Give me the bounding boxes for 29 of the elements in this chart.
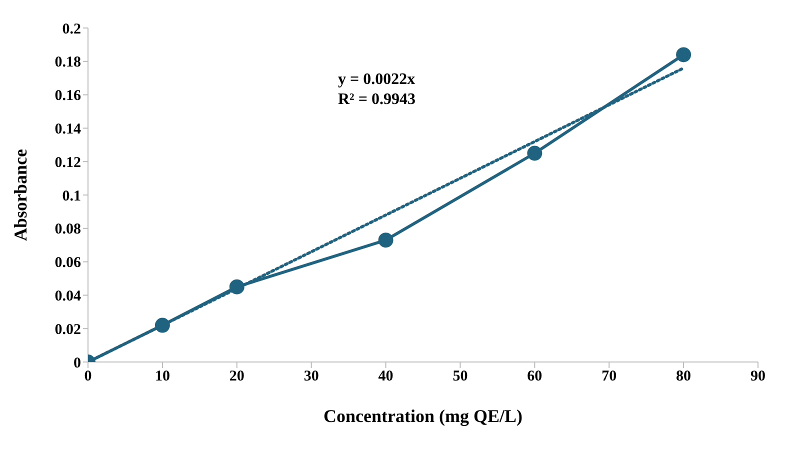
y-tick-label: 0.08: [54, 222, 81, 238]
point: [154, 318, 170, 333]
y-tick-label: 0.2: [62, 21, 81, 38]
y-tick-label: 0.18: [54, 54, 81, 71]
x-tick-label: 90: [750, 368, 766, 385]
x-tick-label: 40: [378, 368, 394, 385]
y-tick-label: 0.16: [54, 88, 82, 104]
point: [676, 47, 692, 62]
x-axis-title: Concentration (mg QE/L): [324, 406, 522, 426]
y-tick-label: 0.12: [54, 154, 81, 171]
point: [378, 232, 394, 248]
x-tick-label: 20: [229, 368, 244, 385]
x-tick-label: 80: [676, 368, 692, 385]
x-tick-label: 50: [452, 368, 468, 385]
y-tick-label: 0.02: [54, 322, 81, 338]
x-tick-label: 10: [154, 368, 170, 385]
x-tick-label: 0: [84, 368, 92, 385]
y-axis-title: Absorbance: [10, 148, 30, 242]
point: [527, 146, 542, 161]
point: [229, 279, 244, 294]
y-tick-label: 0.06: [54, 255, 82, 272]
equation-text: y = 0.0022x R² = 0.9943: [338, 70, 416, 110]
y-tick-label: 0.1: [62, 188, 81, 204]
x-tick-label: 30: [304, 368, 319, 385]
x-tick-label: 70: [602, 368, 617, 385]
y-tick-label: 0.14: [54, 122, 82, 138]
y-tick-label: 0: [74, 355, 81, 372]
x-tick-label: 60: [527, 368, 542, 385]
y-tick-label: 0.04: [54, 288, 82, 305]
